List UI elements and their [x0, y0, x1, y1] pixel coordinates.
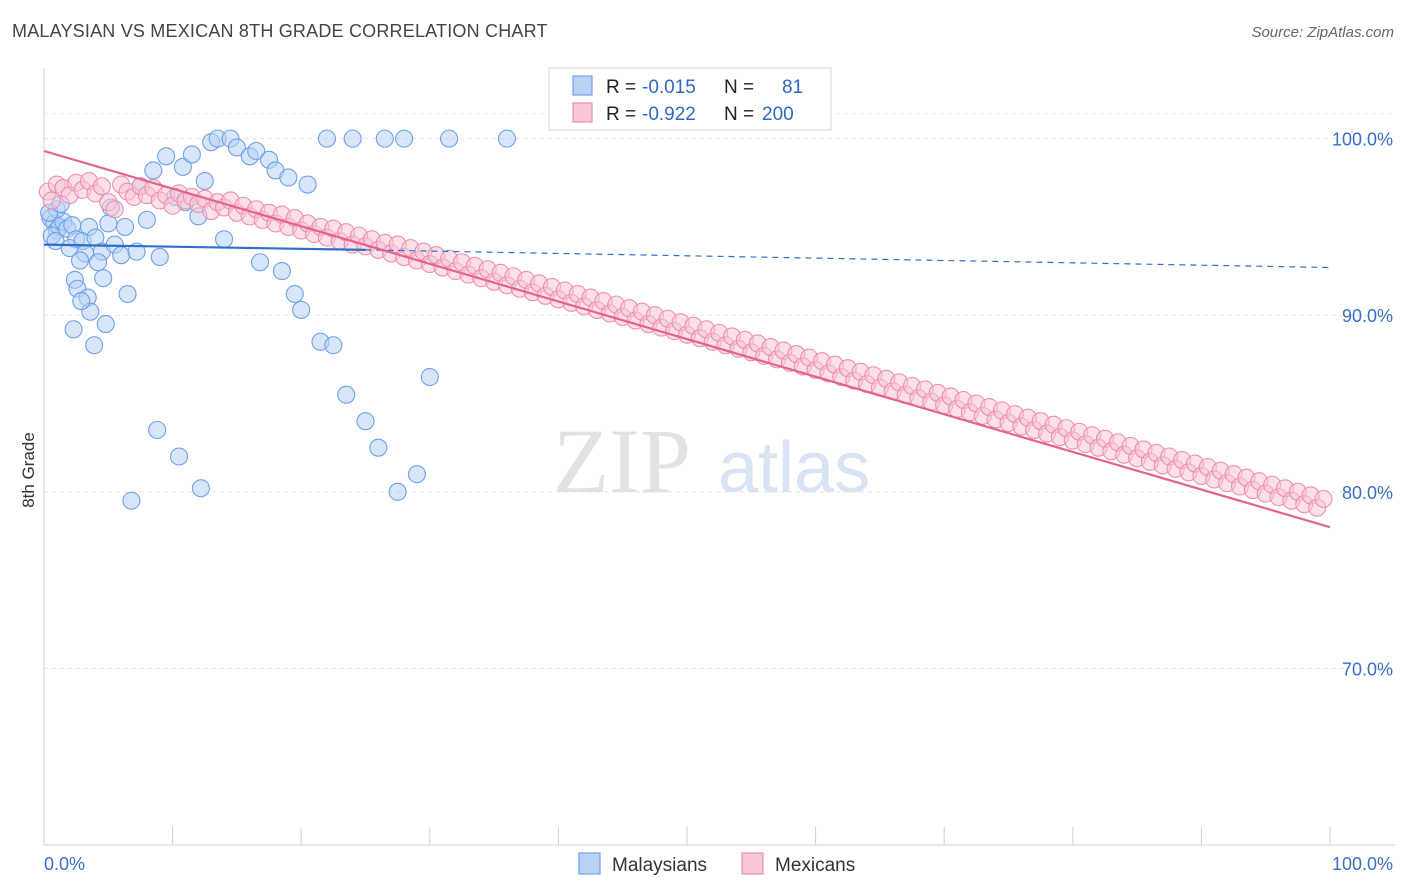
data-point-malaysians [115, 217, 135, 236]
data-point-malaysians [324, 336, 343, 355]
data-point-malaysians [214, 230, 234, 249]
legend: R = -0.015 N = 81 R = -0.922 N = 200 [548, 67, 832, 131]
data-point-malaysians [285, 284, 304, 304]
data-point-malaysians [388, 482, 407, 501]
legend-n-mexicans: 200 [762, 104, 794, 125]
legend-swatch-mexicans [572, 102, 593, 123]
data-point-malaysians [148, 420, 167, 440]
x-tick-label: 0.0% [44, 854, 85, 874]
bottom-legend-mexicans: Mexicans [775, 855, 855, 876]
legend-r-label-mexicans: R = [606, 104, 636, 125]
data-point-malaysians [173, 157, 192, 176]
data-point-malaysians [137, 210, 156, 229]
legend-n-malaysians: 81 [782, 77, 803, 98]
y-tick-label: 90.0% [1342, 306, 1393, 326]
chart-title: MALAYSIAN VS MEXICAN 8TH GRADE CORRELATI… [12, 21, 548, 41]
data-point-malaysians [112, 246, 131, 265]
legend-r-label-malaysians: R = [606, 77, 636, 98]
bottom-legend: Malaysians Mexicans [578, 852, 855, 876]
data-point-malaysians [337, 385, 356, 404]
data-point-malaysians [317, 129, 336, 148]
data-point-malaysians [88, 253, 108, 272]
data-point-malaysians [395, 129, 414, 148]
y-tick-label: 100.0% [1332, 130, 1393, 150]
data-point-malaysians [157, 147, 176, 166]
data-point-malaysians [72, 292, 91, 311]
data-point-malaysians [70, 251, 90, 270]
data-point-malaysians [292, 300, 311, 319]
y-tick-label: 70.0% [1342, 659, 1393, 679]
data-point-malaysians [144, 161, 163, 180]
data-point-malaysians [247, 141, 266, 161]
trend-line-mexicans [43, 149, 1331, 529]
gridlines [44, 113, 1395, 669]
legend-r-malaysians: -0.015 [642, 77, 696, 98]
data-point-malaysians [182, 145, 201, 164]
legend-r-mexicans: -0.922 [642, 104, 696, 125]
trend-line-malaysians [43, 243, 366, 251]
legend-frame [548, 67, 832, 131]
data-point-malaysians [64, 320, 83, 339]
data-point-malaysians [298, 175, 317, 194]
data-point-malaysians [369, 438, 388, 457]
data-point-malaysians [250, 253, 270, 272]
data-point-malaysians [420, 367, 439, 387]
data-point-mexicans [1314, 489, 1333, 508]
legend-n-label-malaysians: N = [724, 77, 754, 98]
data-point-malaysians [407, 465, 426, 484]
watermark: ZIP atlas [553, 410, 870, 512]
data-point-malaysians [127, 242, 146, 261]
series-mexicans [38, 171, 1333, 517]
data-point-malaysians [150, 247, 169, 267]
legend-n-label-mexicans: N = [724, 104, 754, 125]
data-point-malaysians [227, 138, 246, 157]
source-label: Source: ZipAtlas.com [1251, 24, 1394, 41]
x-tick-label: 100.0% [1332, 854, 1393, 874]
data-point-malaysians [440, 129, 459, 148]
legend-swatch-malaysians [572, 75, 593, 96]
series-malaysians [40, 129, 517, 510]
data-point-malaysians [122, 491, 141, 510]
data-point-malaysians [375, 129, 394, 148]
data-point-malaysians [96, 315, 115, 334]
data-point-malaysians [169, 447, 189, 466]
trend-lines [43, 149, 1331, 529]
bottom-legend-swatch-malaysians [578, 852, 601, 875]
data-point-malaysians [343, 129, 362, 148]
data-point-malaysians [497, 129, 517, 148]
y-tick-label: 80.0% [1342, 483, 1393, 503]
bottom-legend-swatch-mexicans [741, 852, 764, 875]
data-point-malaysians [191, 479, 210, 498]
trend-line-malaysians-extension [365, 249, 1331, 269]
tick-labels: 100.0% 90.0% 80.0% 70.0% 0.0% 100.0% [44, 130, 1393, 874]
data-point-malaysians [94, 269, 113, 288]
data-point-malaysians [356, 412, 375, 431]
data-point-malaysians [272, 262, 291, 281]
bottom-legend-malaysians: Malaysians [612, 855, 707, 876]
data-point-mexicans [105, 200, 124, 219]
data-point-malaysians [85, 336, 104, 355]
data-point-malaysians [118, 284, 137, 304]
y-axis-label: 8th Grade [19, 432, 38, 508]
watermark-zip: ZIP [553, 410, 691, 512]
data-point-mexicans [92, 177, 111, 196]
watermark-atlas: atlas [718, 428, 870, 508]
data-point-malaysians [195, 171, 214, 191]
data-point-malaysians [279, 168, 298, 187]
